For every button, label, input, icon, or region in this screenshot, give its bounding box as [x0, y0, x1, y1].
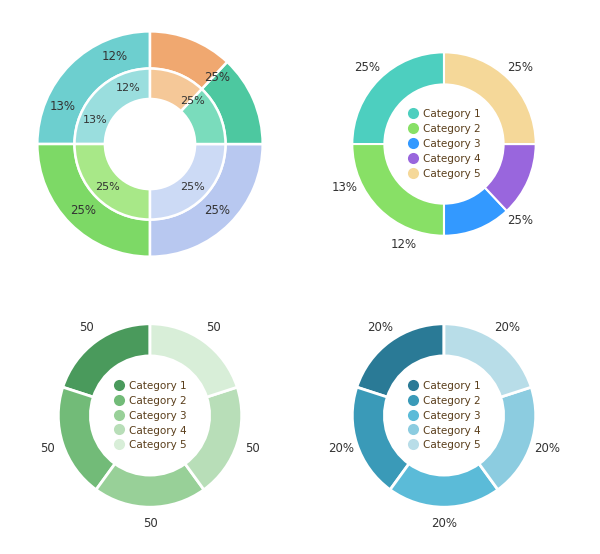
Wedge shape: [444, 52, 536, 144]
Wedge shape: [63, 324, 150, 397]
Text: 12%: 12%: [115, 83, 140, 93]
Text: 50: 50: [40, 443, 55, 455]
Text: 25%: 25%: [70, 204, 96, 218]
Text: 25%: 25%: [355, 61, 380, 74]
Wedge shape: [479, 387, 536, 490]
Text: 50: 50: [143, 517, 157, 530]
Text: 25%: 25%: [508, 61, 533, 74]
Legend: Category 1, Category 2, Category 3, Category 4, Category 5: Category 1, Category 2, Category 3, Cate…: [113, 381, 187, 450]
Text: 13%: 13%: [50, 100, 76, 113]
Text: 50: 50: [206, 321, 221, 335]
Text: 25%: 25%: [180, 96, 205, 106]
Wedge shape: [37, 32, 150, 144]
Wedge shape: [202, 62, 263, 144]
Wedge shape: [96, 464, 204, 507]
Wedge shape: [485, 144, 536, 211]
Text: 20%: 20%: [328, 443, 354, 455]
Wedge shape: [181, 89, 226, 144]
Wedge shape: [390, 464, 498, 507]
Text: 25%: 25%: [180, 182, 205, 192]
Wedge shape: [150, 324, 237, 397]
Text: 25%: 25%: [95, 182, 120, 192]
Wedge shape: [352, 52, 444, 144]
Wedge shape: [444, 324, 531, 397]
Wedge shape: [185, 387, 242, 490]
Text: 25%: 25%: [204, 204, 230, 218]
Text: 20%: 20%: [494, 321, 521, 335]
Legend: Category 1, Category 2, Category 3, Category 4, Category 5: Category 1, Category 2, Category 3, Cate…: [407, 381, 481, 450]
Text: 12%: 12%: [391, 238, 417, 251]
Text: 20%: 20%: [431, 517, 457, 530]
Wedge shape: [58, 387, 115, 490]
Wedge shape: [150, 69, 202, 111]
Wedge shape: [444, 187, 507, 236]
Text: 25%: 25%: [204, 70, 230, 84]
Wedge shape: [150, 32, 227, 89]
Wedge shape: [74, 144, 150, 219]
Wedge shape: [150, 144, 226, 219]
Wedge shape: [37, 144, 150, 257]
Legend: Category 1, Category 2, Category 3, Category 4, Category 5: Category 1, Category 2, Category 3, Cate…: [407, 109, 481, 179]
Wedge shape: [352, 144, 444, 236]
Text: 50: 50: [79, 321, 94, 335]
Text: 13%: 13%: [82, 115, 107, 125]
Wedge shape: [74, 69, 150, 144]
Text: 12%: 12%: [102, 49, 128, 63]
Wedge shape: [352, 387, 409, 490]
Wedge shape: [357, 324, 444, 397]
Text: 20%: 20%: [534, 443, 560, 455]
Text: 20%: 20%: [367, 321, 394, 335]
Text: 13%: 13%: [332, 181, 358, 193]
Wedge shape: [150, 144, 263, 257]
Text: 50: 50: [245, 443, 260, 455]
Text: 25%: 25%: [508, 214, 533, 227]
